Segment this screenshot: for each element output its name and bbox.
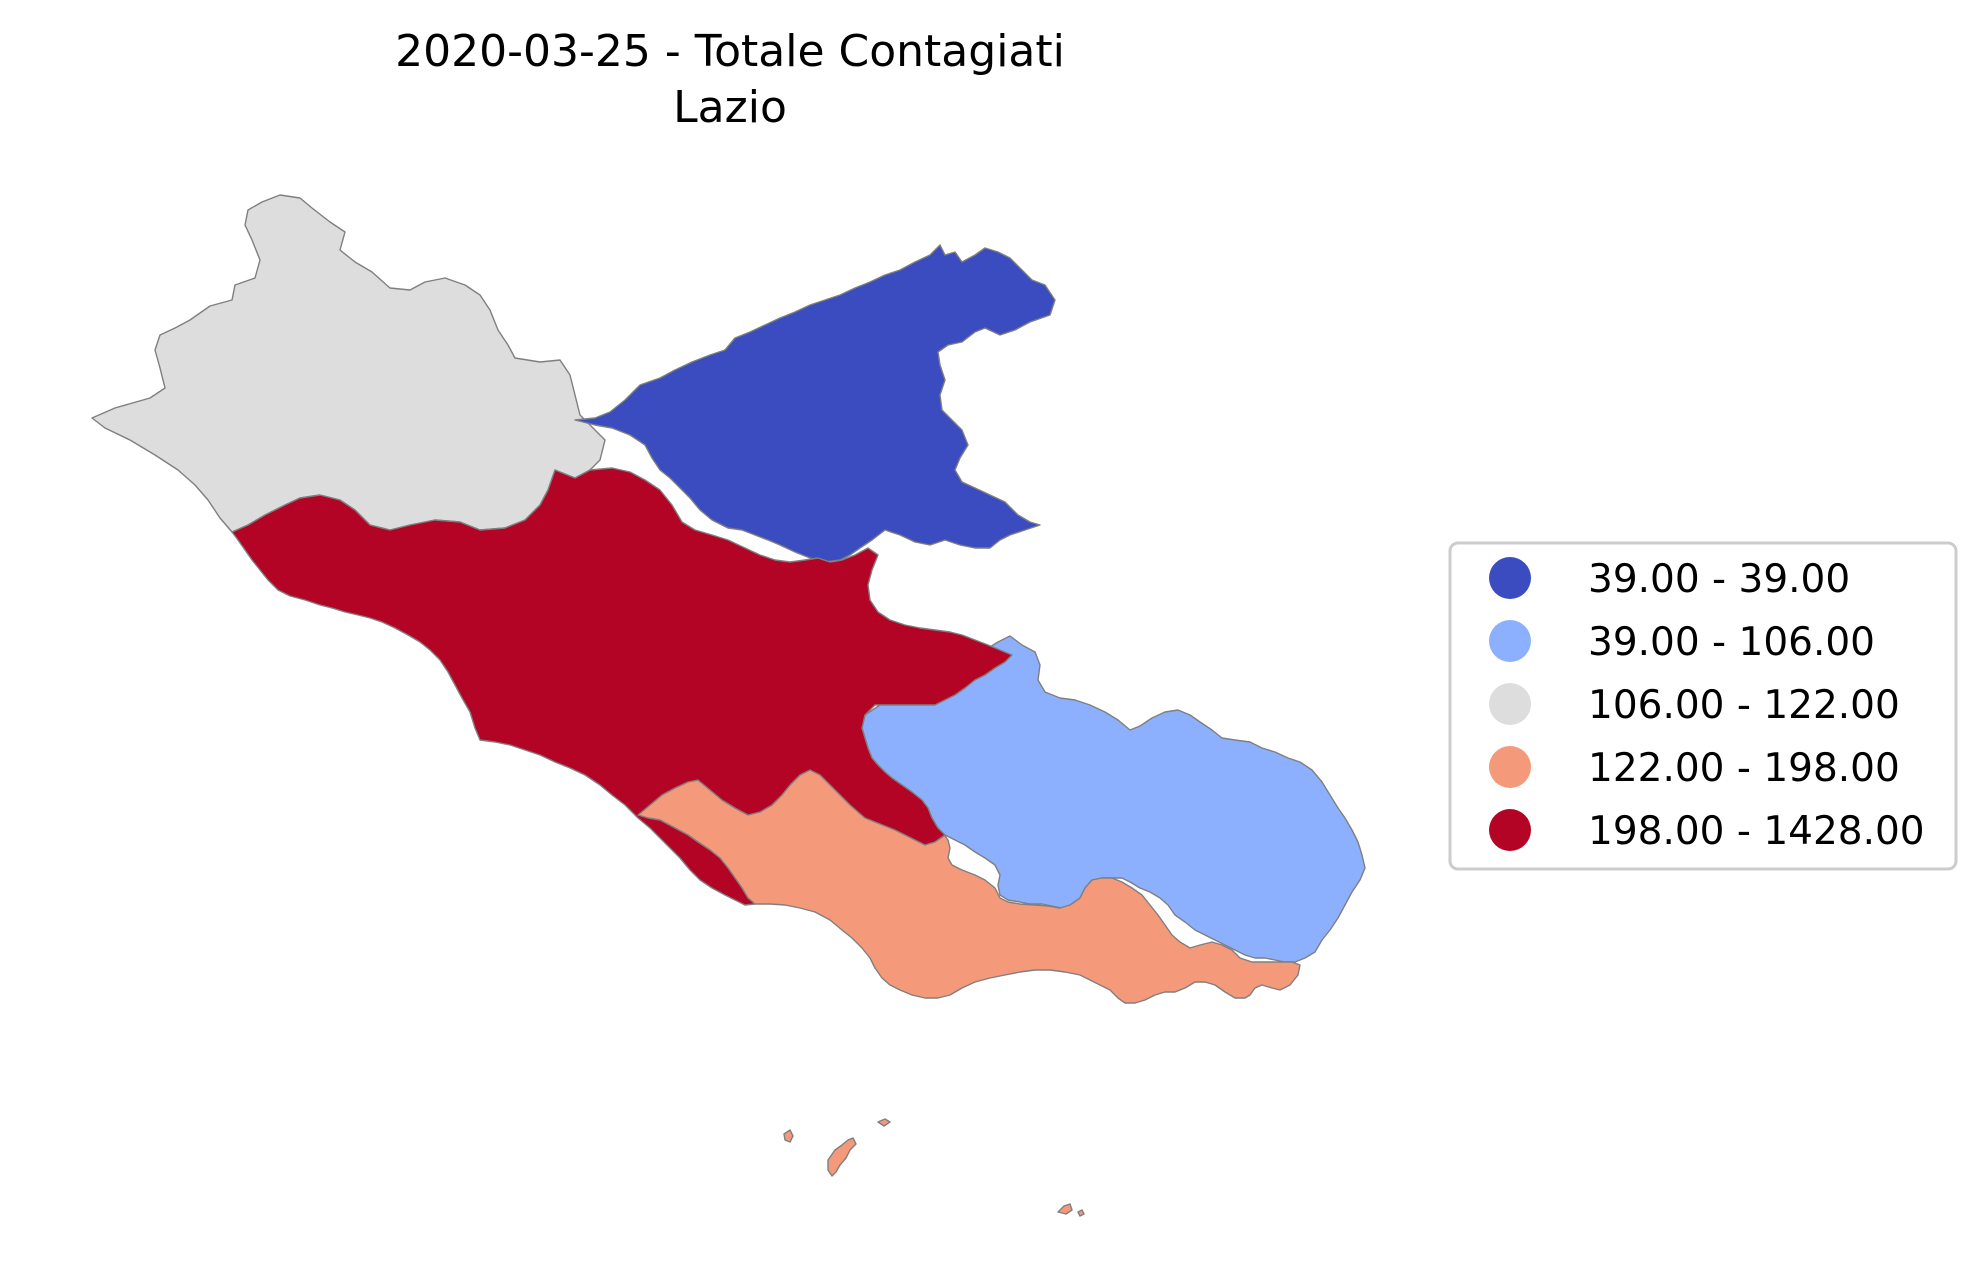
legend-label: 122.00 - 198.00	[1588, 746, 1900, 791]
legend-item: 39.00 - 39.00	[1489, 557, 1850, 602]
island-ponza	[827, 1137, 857, 1177]
legend-item: 198.00 - 1428.00	[1489, 809, 1925, 854]
province-frosinone	[861, 635, 1366, 963]
legend-marker	[1489, 746, 1531, 788]
legend-label: 198.00 - 1428.00	[1588, 809, 1925, 854]
legend-item: 106.00 - 122.00	[1489, 683, 1900, 728]
legend-label: 39.00 - 39.00	[1588, 557, 1850, 602]
legend-box	[1448, 541, 1958, 871]
legend-marker	[1489, 683, 1531, 725]
legend-item: 39.00 - 106.00	[1489, 620, 1875, 665]
island-ventotene	[1057, 1203, 1073, 1215]
legend-label: 106.00 - 122.00	[1588, 683, 1900, 728]
map-title: 2020-03-25 - Totale Contagiati	[395, 26, 1065, 77]
map-subtitle: Lazio	[673, 82, 787, 133]
legend-item: 122.00 - 198.00	[1489, 746, 1900, 791]
legend-marker	[1489, 809, 1531, 851]
legend-marker	[1489, 557, 1531, 599]
island-palmarola	[783, 1129, 794, 1143]
province-rieti	[574, 244, 1056, 563]
island-zannone	[877, 1118, 891, 1127]
province-roma-shape	[231, 467, 1013, 906]
island-santo-stefano	[1077, 1209, 1085, 1217]
legend-label: 39.00 - 106.00	[1588, 620, 1875, 665]
province-viterbo	[91, 194, 606, 533]
legend: 39.00 - 39.00 39.00 - 106.00 106.00 - 12…	[1448, 541, 1958, 871]
legend-marker	[1489, 620, 1531, 662]
